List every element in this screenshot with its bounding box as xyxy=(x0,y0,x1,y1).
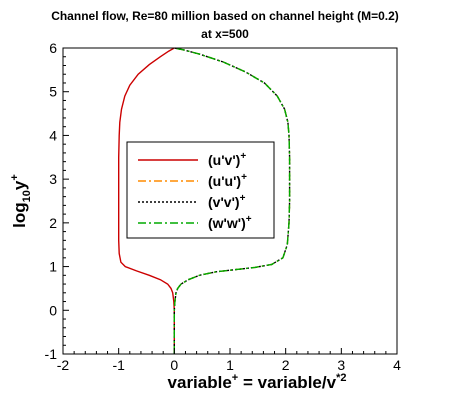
legend: (u'v')+(u'u')+(v'v')+(w'w')+ xyxy=(126,141,275,239)
y-tick-label: 3 xyxy=(49,171,57,187)
series-lines xyxy=(118,47,291,354)
x-tick-label: 1 xyxy=(226,357,234,373)
x-tick-label: 3 xyxy=(337,357,345,373)
chart-subtitle: at x=500 xyxy=(201,27,249,41)
legend-items: (u'v')+(u'u')+(v'v')+(w'w')+ xyxy=(138,151,252,231)
x-axis-ticks: -2 -1 0 1 2 3 4 xyxy=(57,348,401,373)
legend-label-sup: + xyxy=(246,214,252,225)
legend-label-name: (u'u') xyxy=(208,173,241,189)
y-tick-label: 0 xyxy=(49,302,57,318)
y-axis-label: log10y+ xyxy=(9,174,33,228)
legend-label-2: (v'v')+ xyxy=(208,193,246,210)
y-axis-ticks: -1 0 1 2 3 4 5 6 xyxy=(45,40,69,362)
x-axis-label-sup2: *2 xyxy=(336,372,346,384)
y-tick-label: 4 xyxy=(49,127,57,143)
x-axis-label-sup1: + xyxy=(232,372,238,384)
y-tick-label: 5 xyxy=(49,84,57,100)
x-tick-label: 2 xyxy=(282,357,290,373)
legend-label-0: (u'v')+ xyxy=(208,151,246,168)
y-axis-label-sub: 10 xyxy=(21,190,33,202)
y-tick-label: 2 xyxy=(49,215,57,231)
y-axis-label-end: y xyxy=(10,180,29,190)
x-tick-label: -2 xyxy=(57,357,70,373)
y-tick-label: 6 xyxy=(49,40,57,56)
legend-label-name: (v'v') xyxy=(208,194,240,210)
x-axis-label-mid: = variable/v xyxy=(238,373,336,392)
x-tick-label: 0 xyxy=(170,357,178,373)
x-tick-label: 4 xyxy=(393,357,401,373)
series-line-3 xyxy=(173,47,291,354)
x-axis-label-main: variable xyxy=(168,373,232,392)
series-line-0 xyxy=(118,47,175,354)
legend-label-sup: + xyxy=(241,172,247,183)
legend-label-1: (u'u')+ xyxy=(208,172,247,189)
x-axis-label: variable+ = variable/v*2 xyxy=(168,372,347,392)
legend-label-3: (w'w')+ xyxy=(208,214,252,231)
chart-title: Channel flow, Re=80 million based on cha… xyxy=(51,9,399,23)
legend-box xyxy=(126,141,275,239)
legend-label-name: (w'w') xyxy=(208,215,246,231)
y-axis-label-main: log xyxy=(10,202,29,228)
y-axis-label-sup: + xyxy=(9,174,21,180)
y-tick-label: 1 xyxy=(49,259,57,275)
x-tick-label: -1 xyxy=(112,357,125,373)
legend-label-sup: + xyxy=(240,193,246,204)
legend-label-sup: + xyxy=(240,151,246,162)
y-tick-label: -1 xyxy=(45,346,58,362)
legend-label-name: (u'v') xyxy=(208,152,240,168)
